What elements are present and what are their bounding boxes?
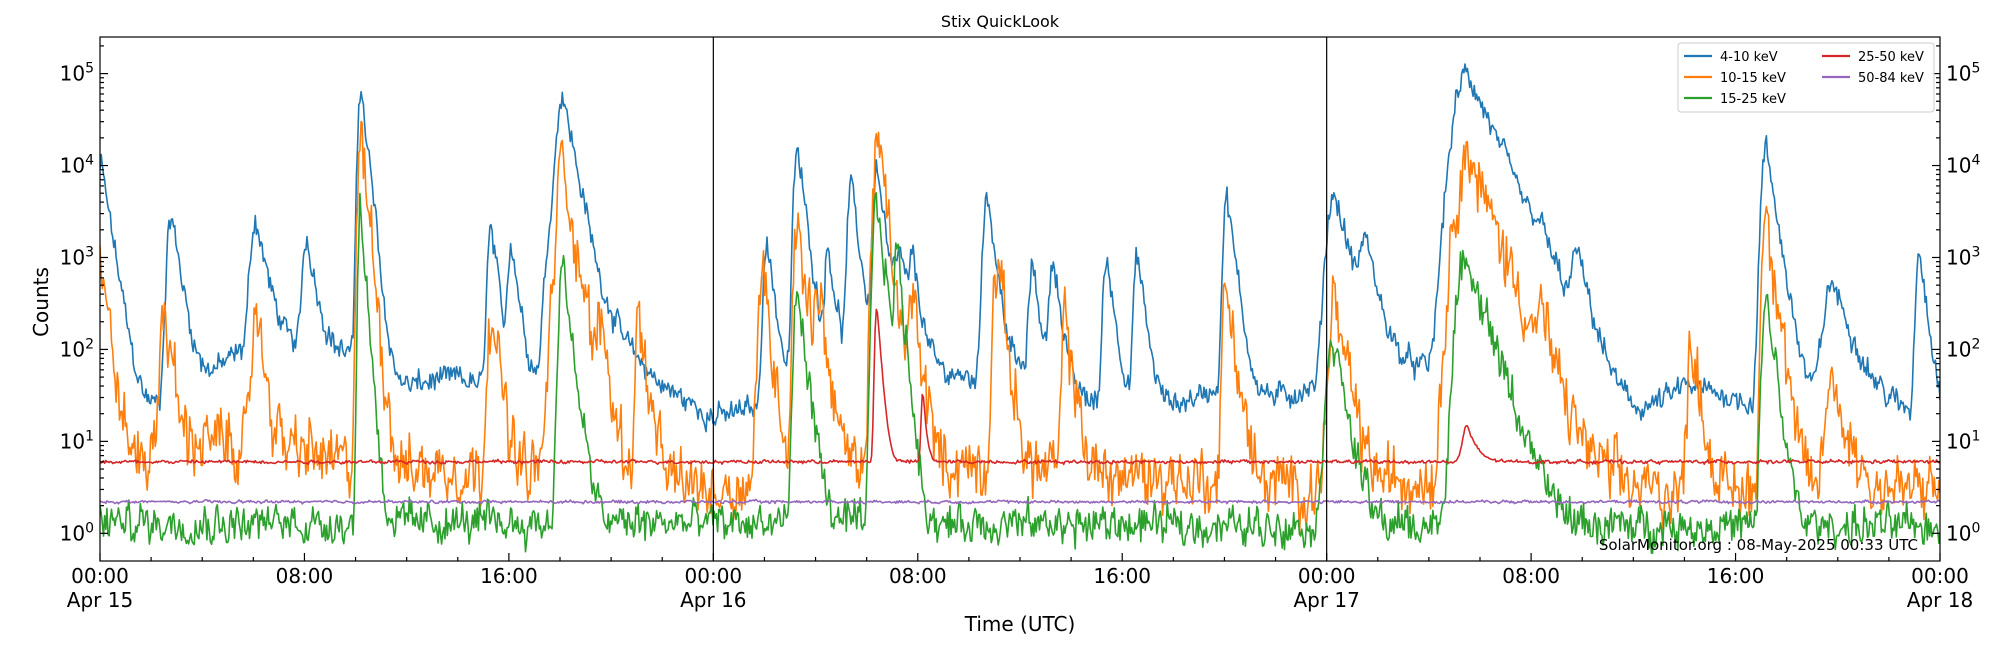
y-tick-label-left: 100 [60,520,94,545]
y-tick-label-right: 105 [1946,61,1980,86]
day-boundary-layer [712,37,1328,561]
y-tick-label-left: 103 [60,244,94,269]
x-tick-date-label: Apr 17 [1293,588,1359,612]
x-tick-label: 00:00 [1911,564,1969,588]
x-tick-label: 08:00 [276,564,334,588]
legend-label: 4-10 keV [1720,50,1778,65]
series-line-15-25-kev [100,192,1940,555]
x-axis-label: Time (UTC) [964,612,1076,636]
x-tick-label: 16:00 [480,564,538,588]
y-tick-label-left: 104 [60,153,94,178]
x-tick-label: 00:00 [685,564,743,588]
plot-frame [99,36,1941,562]
series-line-10-15-kev [100,120,1940,536]
legend-label: 25-50 keV [1858,50,1924,65]
x-tick-date-label: Apr 15 [67,588,133,612]
legend-box [1677,42,1935,113]
x-tick-label: 08:00 [1502,564,1560,588]
series-line-25-50-kev [100,308,1940,466]
y-tick-label-left: 102 [60,336,94,361]
legend-label: 15-25 keV [1720,92,1786,107]
legend-label: 50-84 keV [1858,71,1924,86]
legend-label: 10-15 keV [1720,71,1786,86]
x-tick-label: 00:00 [71,564,129,588]
y-tick-label-right: 102 [1946,336,1980,361]
series-line-4-10-kev [100,63,1940,433]
series-line-50-84-kev [100,498,1940,505]
x-tick-label: 16:00 [1093,564,1151,588]
y-axis-label: Counts [29,267,53,337]
y-tick-label-right: 103 [1946,244,1980,269]
x-tick-label: 16:00 [1707,564,1765,588]
x-tick-date-label: Apr 16 [680,588,746,612]
legend: 4-10 keV 10-15 keV 15-25 keV 25-50 keV 50-84… [1677,42,1935,113]
y-tick-label-left: 101 [60,428,94,453]
chart-title: Stix QuickLook [941,12,1060,31]
x-tick-label: 08:00 [889,564,947,588]
y-tick-label-right: 100 [1946,520,1980,545]
x-tick-label: 00:00 [1298,564,1356,588]
y-tick-label-right: 101 [1946,428,1980,453]
series-layer [100,63,1940,555]
x-tick-date-label: Apr 18 [1907,588,1973,612]
y-tick-label-left: 105 [60,61,94,86]
y-tick-label-right: 104 [1946,153,1980,178]
watermark-annotation: SolarMonitor.org : 08-May-2025 00:33 UTC [1599,536,1918,554]
